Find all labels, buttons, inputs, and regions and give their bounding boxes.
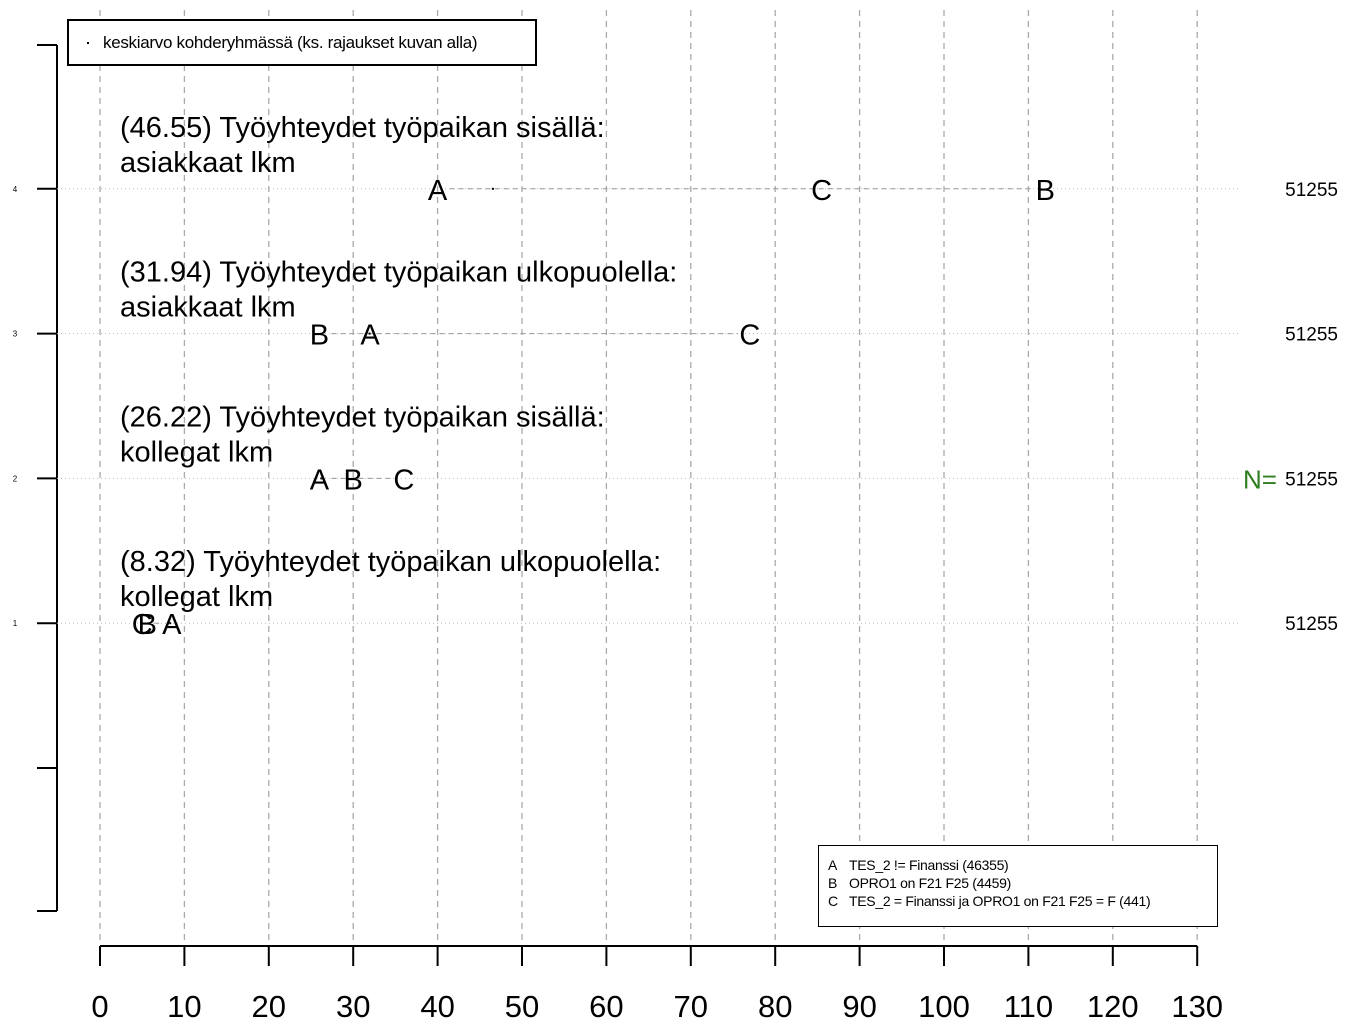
y-tick-label: 3 — [13, 330, 18, 339]
group-legend-row-b: B OPRO1 on F21 F25 (4459) — [828, 874, 1217, 892]
x-tick-label: 0 — [91, 989, 108, 1020]
y-tick-label: 2 — [13, 474, 18, 483]
x-tick-label: 20 — [252, 989, 286, 1020]
mean-dot-icon — [87, 42, 89, 44]
point-b: B — [1036, 175, 1055, 207]
group-legend-text: TES_2 != Finanssi (46355) — [849, 857, 1009, 873]
group-legend-code: B — [828, 875, 838, 891]
n-value: 51255 — [1285, 180, 1338, 201]
group-legend-text: OPRO1 on F21 F25 (4459) — [849, 875, 1011, 891]
mean-legend-text: keskiarvo kohderyhmässä (ks. rajaukset k… — [103, 33, 478, 52]
row-label-line1: (31.94) Työyhteydet työpaikan ulkopuolel… — [120, 257, 677, 289]
x-tick-label: 130 — [1171, 989, 1223, 1020]
point-a: A — [428, 175, 448, 207]
x-tick-label: 80 — [758, 989, 792, 1020]
x-tick-label: 30 — [336, 989, 370, 1020]
row-label-line2: asiakkaat lkm — [120, 147, 296, 179]
group-legend-text: TES_2 = Finanssi ja OPRO1 on F21 F25 = F… — [849, 893, 1151, 909]
x-tick-label: 10 — [167, 989, 201, 1020]
point-a: A — [360, 320, 380, 352]
group-legend-row-c: C TES_2 = Finanssi ja OPRO1 on F21 F25 = … — [828, 892, 1217, 910]
n-value: 51255 — [1285, 325, 1338, 346]
group-legend-code: C — [828, 893, 838, 909]
x-tick-label: 40 — [420, 989, 454, 1020]
point-c: C — [393, 464, 414, 496]
x-tick-label: 120 — [1087, 989, 1139, 1020]
point-a: A — [310, 464, 330, 496]
row-label-line1: (8.32) Työyhteydet työpaikan ulkopuolell… — [120, 546, 661, 578]
x-tick-label: 100 — [918, 989, 970, 1020]
n-label: N= — [1243, 464, 1277, 494]
point-b: B — [344, 464, 363, 496]
point-a: A — [162, 609, 182, 641]
x-tick-label: 50 — [505, 989, 539, 1020]
x-tick-label: 70 — [674, 989, 708, 1020]
n-value: 51255 — [1285, 469, 1338, 490]
point-b: B — [138, 609, 157, 641]
row-label-line1: (46.55) Työyhteydet työpaikan sisällä: — [120, 112, 605, 144]
mean-marker — [368, 332, 371, 335]
point-b: B — [310, 320, 329, 352]
mean-marker — [169, 622, 172, 625]
point-c: C — [811, 175, 832, 207]
mean-marker — [491, 187, 494, 190]
x-tick-label: 60 — [589, 989, 623, 1020]
x-tick-label: 90 — [842, 989, 876, 1020]
group-legend-code: A — [828, 857, 838, 873]
point-c: C — [132, 609, 153, 641]
x-tick-label: 110 — [1004, 989, 1053, 1020]
mean-marker — [320, 477, 323, 480]
mean-legend-box: keskiarvo kohderyhmässä (ks. rajaukset k… — [67, 19, 537, 66]
row-label-line2: asiakkaat lkm — [120, 292, 296, 324]
y-tick-label: 1 — [13, 619, 18, 628]
row-label-line2: kollegat lkm — [120, 436, 273, 468]
group-legend-box: A TES_2 != Finanssi (46355) B OPRO1 on F21… — [818, 845, 1218, 927]
row-label-line1: (26.22) Työyhteydet työpaikan sisällä: — [120, 401, 605, 433]
n-value: 51255 — [1285, 614, 1338, 635]
row-label-line2: kollegat lkm — [120, 581, 273, 613]
group-legend-row-a: A TES_2 != Finanssi (46355) — [828, 856, 1217, 874]
point-c: C — [739, 320, 760, 352]
y-tick-label: 4 — [13, 185, 18, 194]
